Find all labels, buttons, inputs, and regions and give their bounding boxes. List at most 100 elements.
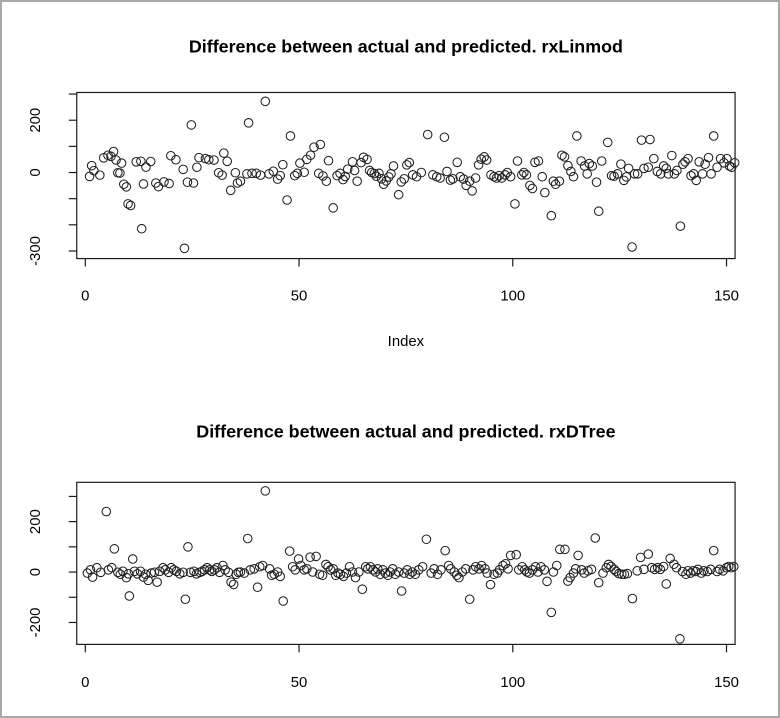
data-point	[703, 152, 714, 163]
data-point	[658, 561, 669, 572]
data-point	[338, 571, 349, 582]
data-point	[728, 561, 739, 572]
data-point	[593, 206, 604, 217]
data-point	[481, 155, 492, 165]
data-point	[494, 170, 504, 181]
data-point	[559, 152, 570, 162]
data-point	[440, 545, 450, 556]
data-point	[482, 568, 492, 578]
data-point	[89, 165, 99, 176]
data-point	[724, 161, 735, 171]
data-point	[140, 569, 151, 580]
data-point	[591, 177, 602, 187]
data-point	[131, 157, 142, 167]
data-point	[235, 567, 246, 577]
data-point	[566, 166, 576, 177]
data-point	[492, 568, 503, 578]
data-point	[323, 561, 333, 572]
data-point	[251, 168, 262, 179]
data-point	[517, 561, 527, 572]
data-point	[548, 567, 559, 577]
data-point	[669, 169, 680, 179]
data-point	[135, 566, 146, 577]
data-point	[357, 584, 368, 595]
x-tick-label: 0	[81, 675, 89, 691]
data-point	[292, 168, 303, 179]
x-tick-label: 50	[291, 288, 308, 304]
data-point	[356, 157, 366, 168]
plot-frame	[76, 91, 736, 260]
data-point	[197, 566, 207, 577]
data-point	[661, 579, 672, 589]
data-point	[153, 181, 164, 192]
data-point	[460, 564, 471, 574]
data-point	[188, 178, 199, 188]
y-tick-label: 0	[28, 168, 44, 176]
data-point	[111, 155, 121, 165]
data-point	[194, 152, 204, 163]
data-point	[315, 139, 326, 150]
data-point	[101, 506, 112, 517]
data-point	[729, 158, 740, 168]
data-point	[560, 544, 570, 555]
data-point	[307, 567, 318, 577]
data-point	[158, 562, 168, 573]
data-point	[209, 565, 220, 575]
data-point	[166, 562, 177, 573]
data-point	[393, 189, 404, 200]
data-point	[445, 564, 456, 574]
data-point	[342, 164, 353, 174]
data-point	[468, 565, 478, 575]
data-point	[228, 579, 239, 590]
data-point	[217, 170, 227, 180]
chart-rxlinmod: 0 50 100 150 200 0 -300 Difference between actu…	[28, 37, 740, 350]
data-point	[242, 169, 252, 179]
data-point	[317, 570, 328, 581]
plot-title: Difference between actual and predicted.…	[196, 422, 615, 442]
data-point	[209, 155, 219, 165]
data-point	[125, 200, 136, 211]
data-point	[429, 564, 439, 574]
data-point	[576, 565, 587, 575]
data-point	[305, 150, 316, 161]
data-point	[442, 166, 452, 177]
data-point	[533, 156, 544, 166]
data-point	[249, 564, 259, 574]
data-point	[154, 566, 165, 577]
data-point	[537, 171, 548, 182]
data-point	[557, 150, 567, 161]
data-point	[612, 169, 623, 179]
data-point	[421, 534, 432, 545]
data-point	[124, 591, 135, 601]
data-point	[685, 568, 696, 578]
data-point	[573, 550, 583, 561]
data-point	[138, 179, 149, 189]
data-point	[617, 569, 627, 580]
data-point	[686, 170, 696, 181]
data-point	[643, 549, 654, 559]
data-point	[498, 560, 508, 571]
data-point	[318, 171, 328, 181]
data-point	[243, 118, 254, 128]
data-points	[84, 96, 740, 254]
data-point	[171, 566, 182, 577]
data-point	[123, 199, 133, 209]
data-point	[309, 142, 319, 152]
data-point	[636, 135, 647, 145]
data-point	[226, 577, 236, 587]
data-point	[87, 572, 98, 582]
data-point	[86, 160, 97, 171]
x-tick-label: 100	[500, 675, 525, 691]
data-point	[706, 169, 716, 179]
data-point	[239, 568, 250, 578]
y-tick-label: 200	[28, 509, 44, 534]
data-point	[127, 554, 138, 564]
data-point	[328, 203, 339, 213]
data-point	[344, 561, 355, 572]
data-point	[694, 157, 704, 167]
data-point	[417, 561, 428, 572]
data-point	[683, 153, 693, 164]
data-point	[627, 593, 638, 604]
data-point	[115, 168, 125, 178]
